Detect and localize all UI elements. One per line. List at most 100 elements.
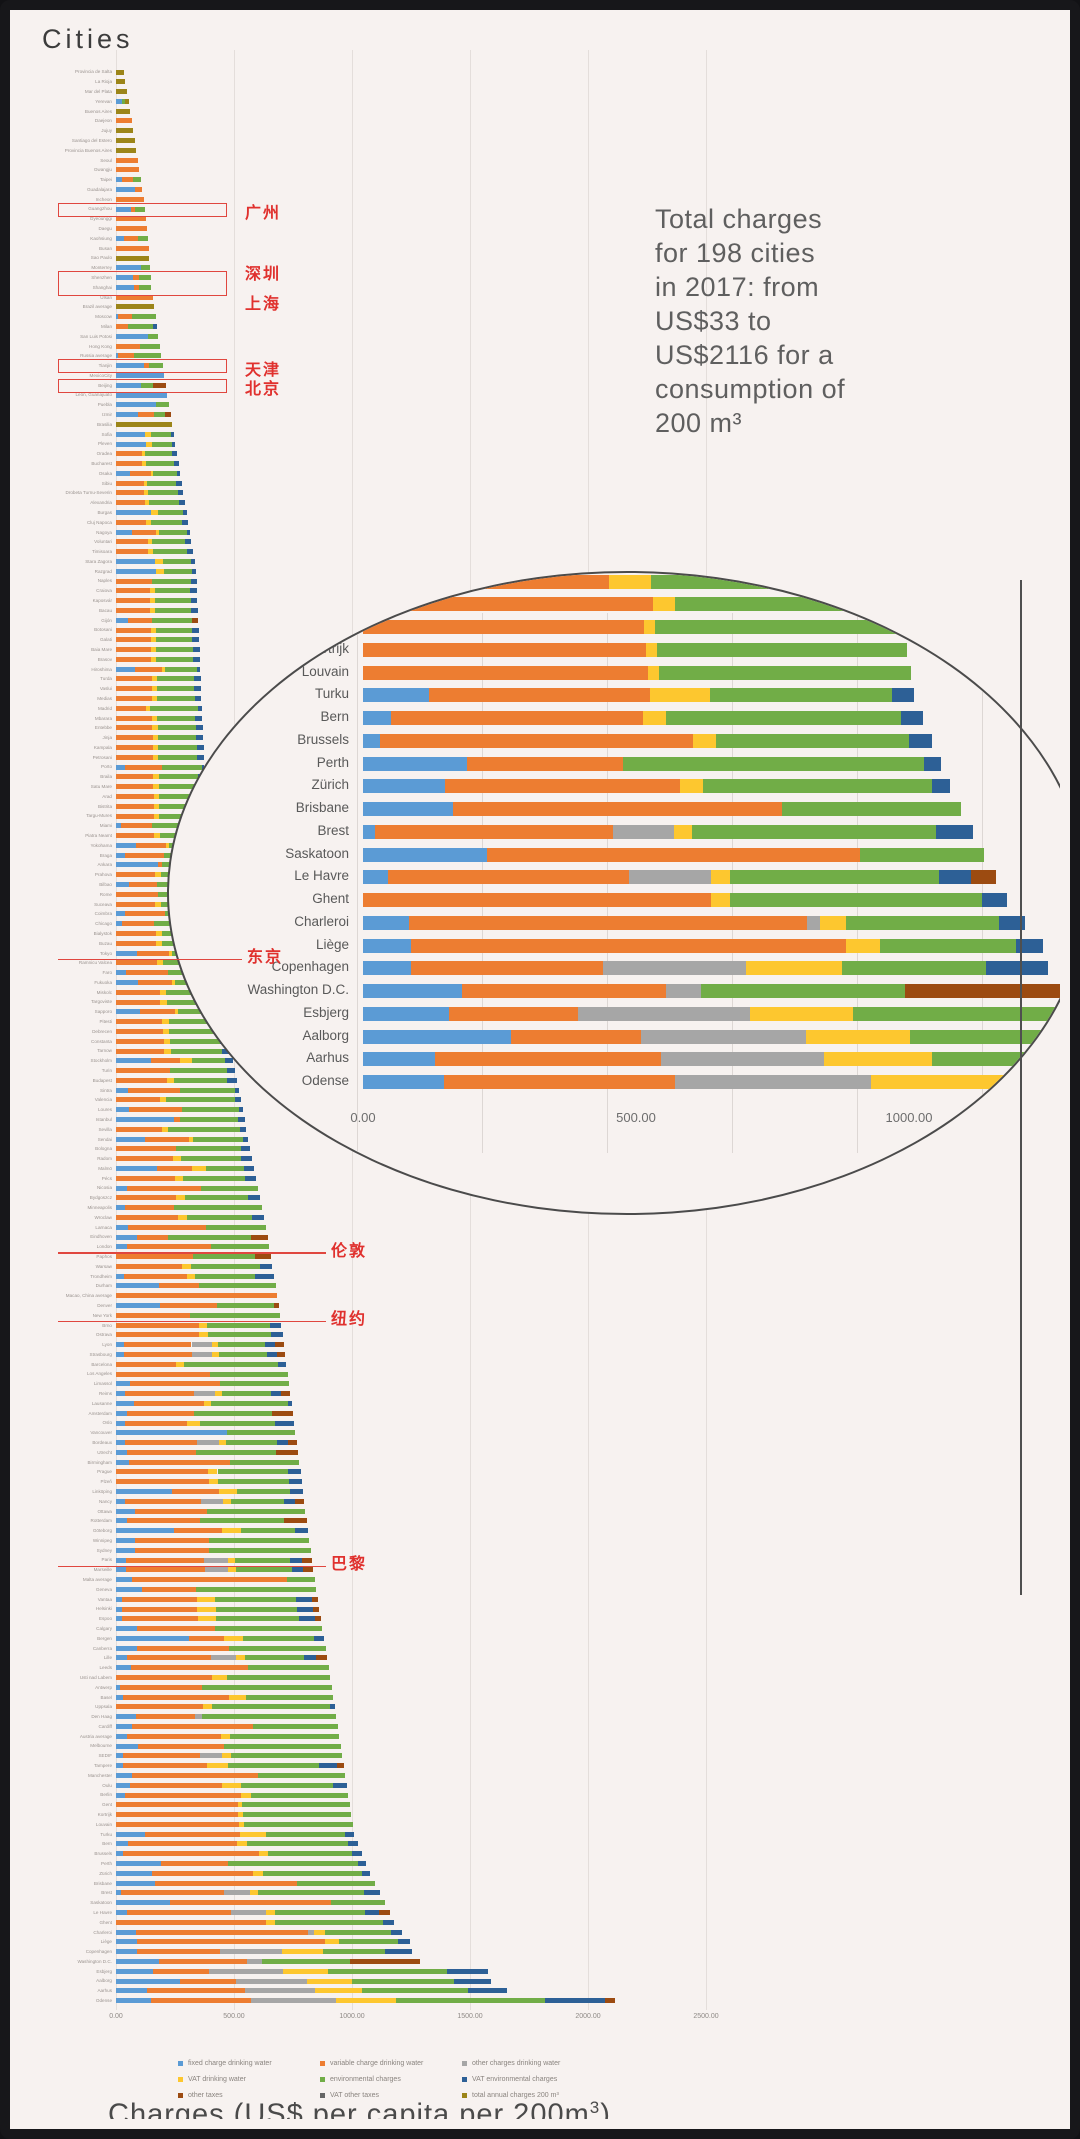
bar-segment xyxy=(246,1694,334,1700)
bar-segment xyxy=(116,1831,145,1837)
city-label: Fukuoka xyxy=(94,979,112,985)
bar-segment xyxy=(116,1958,159,1964)
city-label: Denver xyxy=(97,1302,112,1308)
legend-label: VAT environmental charges xyxy=(472,2076,558,2083)
bar-segment xyxy=(208,1469,218,1475)
inset-bar-segment xyxy=(613,824,675,839)
bar-segment xyxy=(277,1361,287,1367)
bar-segment xyxy=(116,1351,125,1357)
bar-segment xyxy=(116,1038,164,1044)
inset-bar-segment xyxy=(363,984,462,998)
bar-segment xyxy=(116,784,154,790)
city-label: Debrecen xyxy=(92,1028,112,1034)
bar-segment xyxy=(116,1028,163,1034)
bar-segment xyxy=(140,343,160,349)
bar-segment xyxy=(116,539,148,545)
bar-segment xyxy=(200,1518,284,1524)
bar-segment xyxy=(147,539,153,545)
bar-segment xyxy=(230,1910,267,1916)
bar-segment xyxy=(243,1821,353,1827)
bar-segment xyxy=(242,1802,350,1808)
city-label: Nagoya xyxy=(96,529,112,535)
inset-bar-segment xyxy=(363,711,391,725)
city-label: Jujuy xyxy=(101,128,112,134)
bar-segment xyxy=(116,862,158,868)
bar-segment xyxy=(116,412,138,418)
bar-segment xyxy=(116,372,165,378)
city-label: Sendai xyxy=(97,1136,112,1142)
bar-segment xyxy=(116,1293,277,1299)
bar-segment xyxy=(222,1753,232,1759)
city-label: Stara Zagora xyxy=(85,558,112,564)
x-axis-title-text: Charges (US$ per capita per 200m xyxy=(108,2098,590,2119)
bar-segment xyxy=(258,1772,346,1778)
bar-segment xyxy=(226,1440,277,1446)
bar-segment xyxy=(116,1792,126,1798)
inset-bar-segment xyxy=(871,1075,1010,1089)
bar-segment xyxy=(179,500,185,506)
city-label: Tarnow xyxy=(97,1048,112,1054)
bar-segment xyxy=(150,1998,251,2004)
bar-segment xyxy=(192,1136,244,1142)
bar-segment xyxy=(222,1391,271,1397)
city-label: Washington D.C. xyxy=(77,1958,112,1964)
city-label: Paphos xyxy=(96,1253,112,1259)
bar-segment xyxy=(123,235,139,241)
bar-segment xyxy=(121,921,154,927)
city-label: Turda xyxy=(100,676,112,682)
bar-segment xyxy=(116,529,133,535)
bar-segment xyxy=(159,1283,199,1289)
bar-segment xyxy=(116,1165,158,1171)
bar-segment xyxy=(186,1214,252,1220)
bar-segment xyxy=(166,842,170,848)
bar-segment xyxy=(116,823,122,829)
bar-segment xyxy=(116,275,134,281)
bar-segment xyxy=(173,1077,228,1083)
city-label: Zürich xyxy=(99,1870,112,1876)
inset-bar-segment xyxy=(749,1006,854,1021)
inset-bar-segment xyxy=(363,665,649,680)
bar-segment xyxy=(116,1782,130,1788)
inset-bar-segment xyxy=(395,574,609,589)
bar-segment xyxy=(116,216,147,222)
bar-segment xyxy=(116,842,137,848)
bar-segment xyxy=(283,1498,295,1504)
bar-segment xyxy=(116,1332,200,1338)
bar-segment xyxy=(209,1547,311,1553)
bar-segment xyxy=(212,1351,220,1357)
bar-segment xyxy=(196,666,201,672)
bar-segment xyxy=(116,1391,125,1397)
bar-segment xyxy=(116,970,126,976)
city-label: Bern xyxy=(102,1841,112,1847)
bar-segment xyxy=(132,529,157,535)
bar-segment xyxy=(159,1303,217,1309)
bar-segment xyxy=(122,1694,229,1700)
bar-segment xyxy=(453,1978,492,1984)
bar-segment xyxy=(131,1577,288,1583)
legend-item: variable charge drinking water xyxy=(320,2060,423,2067)
bar-segment xyxy=(207,1332,271,1338)
city-label: Daegu xyxy=(98,226,112,232)
bar-segment xyxy=(287,1577,315,1583)
bar-segment xyxy=(116,1821,240,1827)
bar-segment xyxy=(116,1684,121,1690)
city-label: Lyon xyxy=(102,1342,112,1348)
bar-segment xyxy=(446,1968,488,1974)
bar-segment xyxy=(128,324,153,330)
inset-bar-segment xyxy=(628,870,712,885)
bar-segment xyxy=(137,950,169,956)
city-label: Saskatoon xyxy=(90,1900,112,1906)
city-label: Le Havre xyxy=(93,1909,112,1915)
legend-label: other charges drinking water xyxy=(472,2060,561,2067)
x-axis-title: Charges (US$ per capita per 200m3) xyxy=(108,2098,611,2119)
bar-segment xyxy=(116,1068,170,1074)
bar-segment xyxy=(330,1704,335,1710)
bar-segment xyxy=(116,950,138,956)
bar-segment xyxy=(287,1440,297,1446)
legend-item: other taxes xyxy=(178,2092,223,2099)
city-label: Strasbourg xyxy=(89,1351,112,1357)
bar-segment xyxy=(116,392,168,398)
highlight-box xyxy=(58,271,227,296)
bar-segment xyxy=(129,1782,223,1788)
bar-segment xyxy=(203,1704,213,1710)
